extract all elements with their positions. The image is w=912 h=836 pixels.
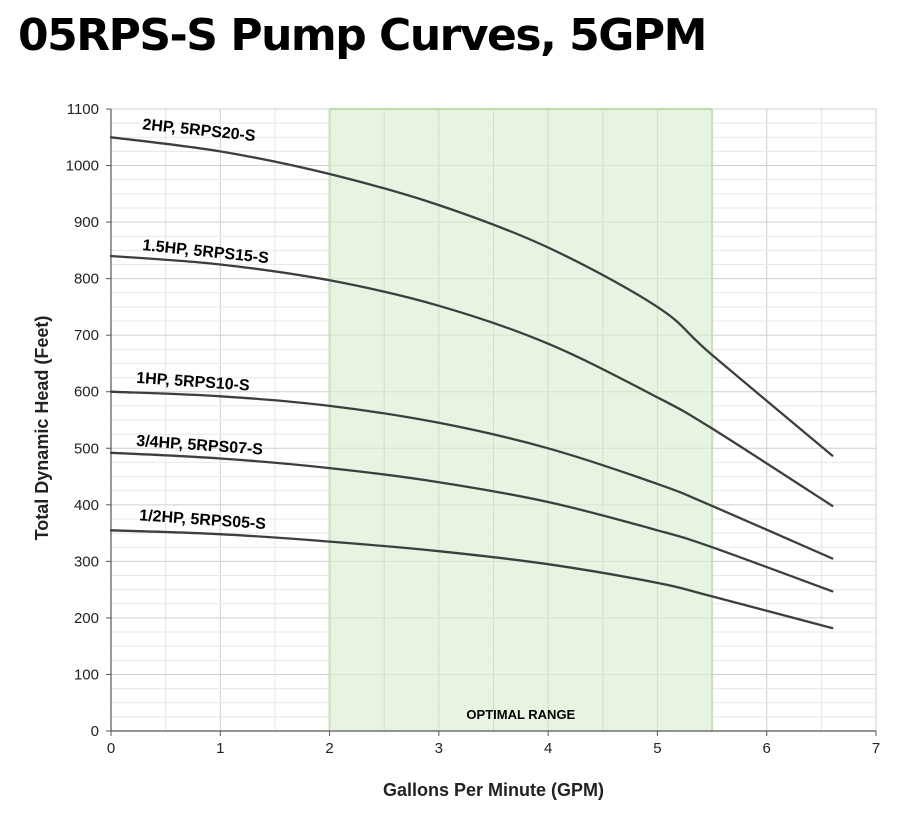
- x-tick-label: 2: [325, 740, 333, 757]
- x-tick-label: 1: [216, 740, 224, 757]
- y-tick-label: 700: [74, 327, 99, 344]
- x-tick-label: 6: [763, 740, 771, 757]
- x-axis-label: Gallons Per Minute (GPM): [383, 780, 604, 800]
- series-label: 2HP, 5RPS20-S: [142, 116, 257, 145]
- y-tick-label: 1100: [67, 101, 99, 118]
- x-tick-label: 5: [653, 740, 661, 757]
- x-tick-label: 4: [544, 740, 552, 757]
- page-title: 05RPS-S Pump Curves, 5GPM: [18, 10, 707, 61]
- series-line-2hp: [109, 136, 834, 457]
- x-tick-label: 7: [872, 740, 880, 757]
- y-tick-label: 1000: [66, 158, 99, 175]
- y-tick-label: 100: [74, 666, 99, 683]
- series-lines: [109, 136, 834, 630]
- y-tick-label: 400: [74, 497, 99, 514]
- y-tick-label: 0: [91, 723, 99, 740]
- series-line-3-4hp: [109, 451, 834, 593]
- series-label: 1/2HP, 5RPS05-S: [139, 507, 267, 533]
- series-label: 1HP, 5RPS10-S: [136, 370, 251, 395]
- y-axis-label: Total Dynamic Head (Feet): [32, 316, 52, 541]
- optimal-range-band: [328, 108, 714, 731]
- y-tick-label: 900: [74, 214, 99, 231]
- y-tick-label: 200: [74, 610, 99, 627]
- series-line-1-2hp: [109, 529, 834, 630]
- series-line-1-5hp: [109, 254, 834, 508]
- y-tick-label: 300: [74, 553, 99, 570]
- optimal-range-fill: [329, 109, 713, 731]
- optimal-range-label: OPTIMAL RANGE: [466, 707, 575, 722]
- series-line-1hp: [109, 390, 834, 560]
- x-tick-label: 3: [435, 740, 443, 757]
- y-tick-label: 800: [74, 271, 99, 288]
- y-tick-label: 500: [74, 440, 99, 457]
- y-tick-label: 600: [74, 384, 99, 401]
- x-tick-label: 0: [107, 740, 115, 757]
- axes: 0 1 2 3 4 5 6 7 0 100 200 300 400 500 600 700 800 900 1000…: [66, 101, 881, 757]
